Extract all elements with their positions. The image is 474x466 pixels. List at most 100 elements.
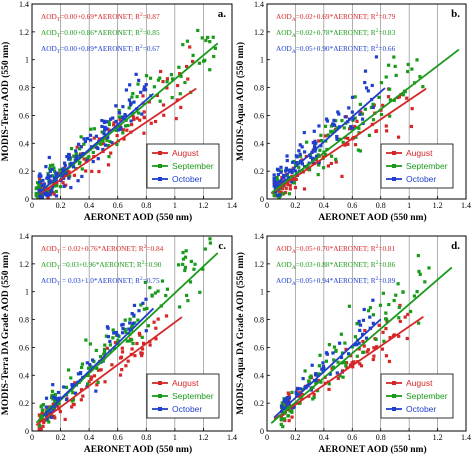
data-point-october xyxy=(42,191,46,195)
data-point-august xyxy=(355,119,359,123)
data-point-september xyxy=(188,280,193,284)
data-point-september xyxy=(80,167,84,171)
data-point-september xyxy=(176,263,181,267)
data-point-august xyxy=(81,394,85,398)
data-point-october xyxy=(295,155,299,159)
x-tick-label: 1.4 xyxy=(461,201,471,210)
data-point-september xyxy=(146,324,150,328)
data-point-october xyxy=(90,358,95,362)
data-point-september xyxy=(316,173,320,177)
data-point-september xyxy=(384,75,388,79)
data-point-october xyxy=(285,154,289,158)
data-point-august xyxy=(287,403,292,407)
legend-marker-september xyxy=(158,164,162,168)
data-point-august xyxy=(349,354,353,358)
data-point-september xyxy=(124,330,128,334)
data-point-august xyxy=(294,177,298,182)
data-point-september xyxy=(338,374,342,378)
plot-frame xyxy=(31,3,233,200)
data-point-august xyxy=(118,373,123,377)
legend-label-august: August xyxy=(406,148,433,158)
data-point-august xyxy=(327,387,331,392)
data-point-october xyxy=(144,329,148,333)
data-point-august xyxy=(95,383,99,387)
data-point-october xyxy=(294,390,298,394)
data-point-october xyxy=(60,173,64,178)
x-tick-label: 0.4 xyxy=(319,201,329,210)
data-point-august xyxy=(41,424,45,429)
data-point-september xyxy=(58,168,62,172)
data-point-october xyxy=(45,417,49,421)
data-point-october xyxy=(142,85,147,89)
data-point-september xyxy=(64,385,69,389)
data-point-august xyxy=(61,181,65,185)
legend-marker-september xyxy=(158,394,162,398)
data-point-september xyxy=(387,302,391,307)
data-point-october xyxy=(85,136,89,141)
data-point-august xyxy=(51,191,55,195)
data-point-august xyxy=(185,64,189,69)
data-point-october xyxy=(358,323,363,327)
data-point-august xyxy=(103,380,107,384)
data-point-september xyxy=(139,303,143,307)
data-point-september xyxy=(79,135,83,139)
data-point-september xyxy=(91,150,95,155)
data-point-august xyxy=(104,136,108,140)
data-point-october xyxy=(291,160,295,164)
legend-marker-august xyxy=(158,381,162,385)
data-point-october xyxy=(108,339,112,344)
data-point-october xyxy=(39,174,43,178)
data-point-october xyxy=(132,303,137,308)
data-point-september xyxy=(341,375,345,379)
data-point-october xyxy=(294,161,299,165)
data-point-september xyxy=(203,247,207,251)
data-point-september xyxy=(131,91,135,96)
data-point-september xyxy=(318,148,322,152)
data-point-september xyxy=(338,137,342,141)
data-point-september xyxy=(307,167,312,171)
data-point-october xyxy=(83,140,87,144)
data-point-october xyxy=(130,311,134,316)
data-point-september xyxy=(178,92,182,96)
data-point-october xyxy=(328,372,332,376)
data-point-october xyxy=(45,191,49,196)
x-tick-label: 1.4 xyxy=(227,201,237,210)
data-point-september xyxy=(279,422,283,426)
data-point-september xyxy=(197,61,201,65)
data-point-september xyxy=(341,140,345,144)
data-point-september xyxy=(104,334,108,338)
data-point-october xyxy=(284,166,289,170)
x-tick-label: 1.4 xyxy=(227,433,237,442)
y-tick-label: 0.6 xyxy=(19,111,29,120)
legend: August September October xyxy=(380,143,454,189)
data-point-august xyxy=(65,169,69,173)
data-point-october xyxy=(301,377,305,381)
data-point-august xyxy=(130,123,134,127)
data-point-september xyxy=(95,367,99,371)
data-point-october xyxy=(303,385,307,389)
data-point-september xyxy=(353,116,357,120)
data-point-october xyxy=(311,156,315,161)
data-point-september xyxy=(98,354,103,359)
data-point-september xyxy=(353,95,357,99)
data-point-august xyxy=(290,415,294,419)
data-point-october xyxy=(274,190,278,194)
data-point-october xyxy=(51,383,55,387)
data-point-august xyxy=(279,415,283,419)
data-point-october xyxy=(48,169,52,173)
data-point-august xyxy=(287,419,291,423)
data-point-august xyxy=(154,337,158,341)
data-point-september xyxy=(329,124,334,128)
legend-marker-august xyxy=(392,381,396,385)
data-point-october xyxy=(317,160,321,165)
data-point-august xyxy=(141,94,145,98)
data-point-august xyxy=(352,360,356,364)
y-tick-label: 0.2 xyxy=(19,167,29,176)
data-point-october xyxy=(293,169,297,173)
data-point-september xyxy=(388,87,392,91)
data-point-september xyxy=(347,304,351,308)
data-point-september xyxy=(35,181,40,185)
data-point-august xyxy=(149,121,153,125)
data-point-october xyxy=(371,321,375,325)
data-point-august xyxy=(90,375,94,379)
